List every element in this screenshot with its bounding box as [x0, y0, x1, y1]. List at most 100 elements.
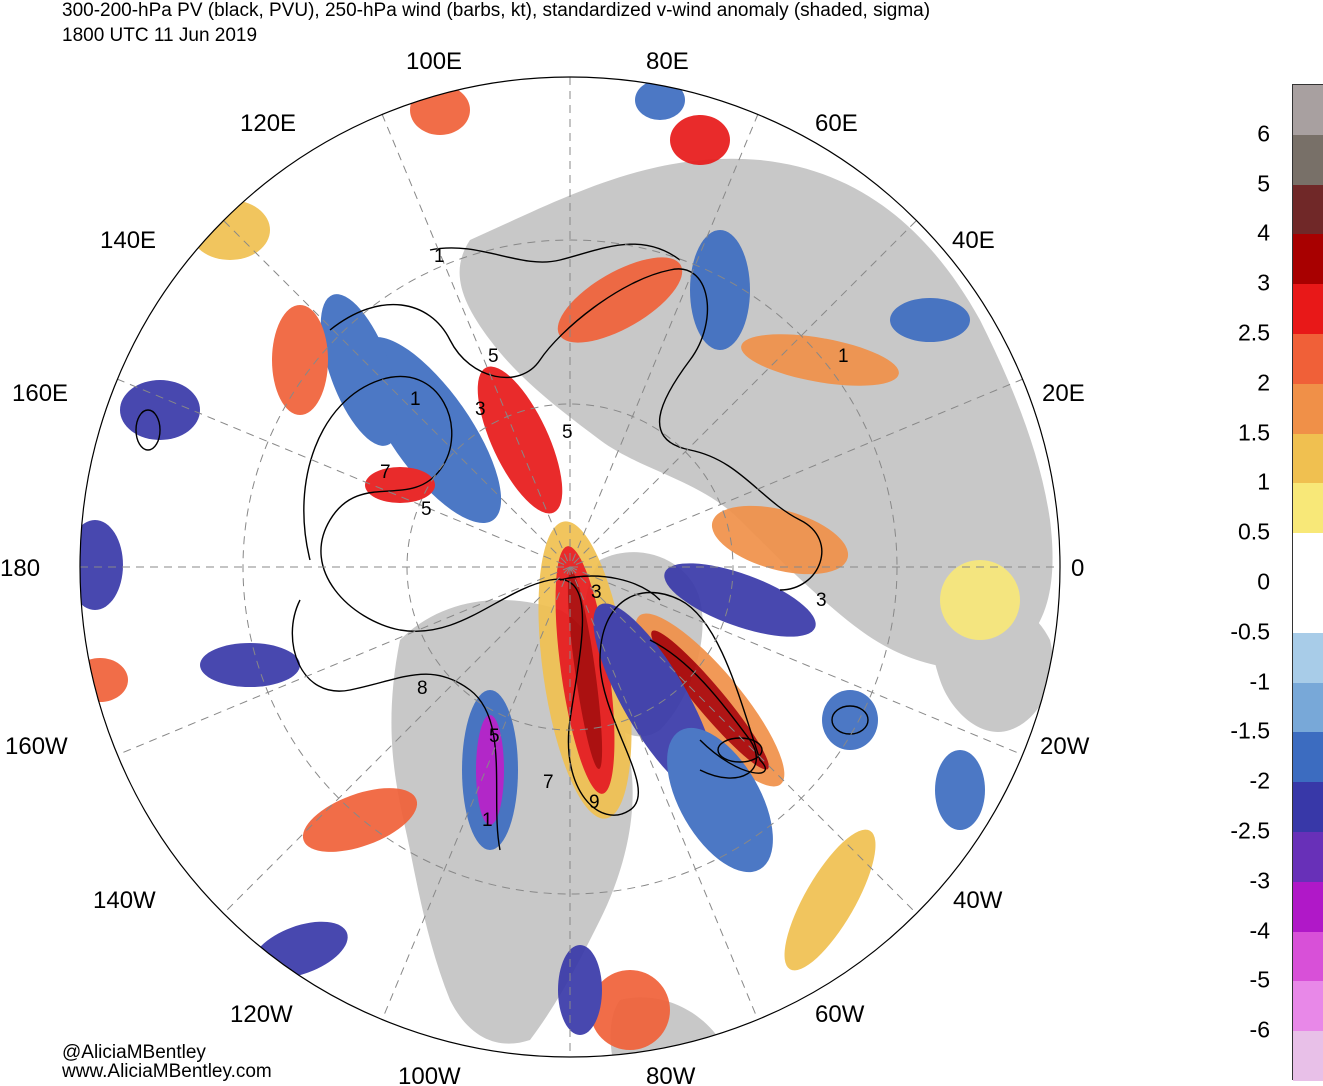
map-layers: [80, 77, 1060, 1057]
anomaly-blob: [664, 563, 816, 637]
anomaly-blob: [272, 305, 328, 415]
anomaly-blob: [940, 560, 1020, 640]
anomaly-blob: [557, 257, 683, 343]
anomaly-blob: [784, 829, 876, 971]
anomaly-blob: [822, 690, 878, 750]
pv-contour: [135, 409, 161, 451]
colorbar-label: -4: [1249, 917, 1270, 944]
colorbar-swatch: [1293, 533, 1323, 584]
colorbar-swatch: [1293, 632, 1323, 683]
anomaly-blob: [635, 80, 685, 120]
colorbar-swatch: [1293, 732, 1323, 783]
pv-contours: [135, 243, 869, 851]
anomaly-blob: [80, 658, 128, 702]
colorbar-swatch: [1293, 284, 1323, 335]
colorbar-swatch: [1293, 782, 1323, 833]
colorbar-swatch: [1293, 483, 1323, 534]
pv-label: 5: [421, 499, 432, 520]
meridian-label-20w: 20W: [1040, 733, 1090, 760]
colorbar-label: -1.5: [1230, 717, 1270, 744]
colorbar-swatch: [1293, 334, 1323, 384]
colorbar-label: 5: [1257, 170, 1270, 197]
anomaly-blob: [741, 334, 899, 386]
meridian-label-20e: 20E: [1042, 380, 1085, 407]
graticule: [80, 77, 1060, 1057]
colorbar-swatch: [1293, 881, 1323, 932]
pv-contour: [291, 599, 501, 851]
meridian-labels: 100E 80E 120E 60E 140E 40E 160E 20E 180 …: [0, 48, 1090, 1086]
colorbar-label: -6: [1249, 1016, 1270, 1043]
colorbar-label: 6: [1257, 120, 1270, 147]
meridian-label-60e: 60E: [815, 110, 858, 137]
meridian-label-120w: 120W: [230, 1001, 293, 1028]
meridian-label-140w: 140W: [93, 887, 156, 914]
pv-contour: [429, 243, 681, 263]
pv-label: 1: [838, 346, 849, 367]
pv-label: 1: [410, 389, 421, 410]
anomaly-blob: [410, 85, 470, 135]
pv-contour: [303, 375, 766, 816]
meridian-label-80e: 80E: [646, 48, 689, 75]
pv-label: 7: [543, 772, 554, 793]
anomaly-blob: [590, 970, 670, 1050]
colorbar-label: -1: [1249, 668, 1270, 695]
colorbar-swatch: [1293, 85, 1323, 135]
colorbar-label: 1.5: [1238, 419, 1270, 446]
author-handle: @AliciaMBentley: [62, 1042, 206, 1063]
anomaly-blob: [667, 727, 773, 873]
anomaly-blob: [935, 750, 985, 830]
pv-label: 3: [475, 399, 486, 420]
pv-label: 5: [488, 346, 499, 367]
pv-contour: [717, 737, 763, 763]
colorbar-label: 1: [1257, 468, 1270, 495]
colorbar-label: 2: [1257, 369, 1270, 396]
colorbar-swatch: [1293, 832, 1323, 882]
anomaly-blob: [302, 788, 418, 852]
colorbar-label: -2: [1249, 767, 1270, 794]
colorbar-label: -3: [1249, 867, 1270, 894]
meridian-label-120e: 120E: [240, 110, 296, 137]
colorbar-swatch: [1293, 184, 1323, 235]
anomaly-blob: [651, 630, 769, 770]
pv-label: 5: [489, 726, 500, 747]
colorbar-swatch: [1293, 931, 1323, 982]
pv-contour: [831, 705, 869, 735]
pv-label: 7: [380, 462, 391, 483]
chart-title-line-1: 300-200-hPa PV (black, PVU), 250-hPa win…: [62, 0, 931, 21]
anomaly-blob: [567, 570, 603, 770]
anomaly-blob: [890, 298, 970, 342]
colorbar-swatch: [1293, 134, 1323, 185]
meridian-label-180: 180: [0, 555, 40, 582]
colorbar-swatch: [1293, 1031, 1323, 1082]
colorbar-swatch: [1293, 234, 1323, 285]
colorbar-label: -5: [1249, 966, 1270, 993]
meridian-label-140e: 140E: [100, 227, 156, 254]
colorbar-label: -2.5: [1230, 817, 1270, 844]
anomaly-blob: [365, 467, 435, 503]
colorbar-swatch: [1293, 981, 1323, 1032]
anomaly-blob: [80, 520, 123, 610]
anomaly-blob: [670, 115, 730, 165]
meridian-label-0: 0: [1071, 555, 1084, 582]
meridian-label-100e: 100E: [406, 48, 462, 75]
anomaly-blob: [711, 505, 849, 575]
pv-label: 1: [434, 246, 445, 267]
map-outline: [79, 76, 1061, 1058]
pv-label: 3: [591, 582, 602, 603]
colorbar: [1292, 84, 1323, 1082]
author-website: www.AliciaMBentley.com: [62, 1061, 272, 1082]
pv-labels: 1 5 3 5 1 7 5 1 3 3 8 5 7 9 1: [380, 246, 849, 831]
colorbar-label: 0: [1257, 568, 1270, 595]
anomaly-blob: [690, 230, 750, 350]
anomaly-blob: [120, 380, 200, 440]
chart-title-line-2: 1800 UTC 11 Jun 2019: [62, 25, 258, 46]
meridian-label-160e: 160E: [12, 380, 68, 407]
anomaly-blob: [320, 294, 400, 446]
anomaly-blob: [200, 643, 300, 687]
pv-contour: [329, 268, 823, 591]
meridian-label-40w: 40W: [953, 887, 1003, 914]
anomaly-blob: [558, 945, 602, 1035]
meridian-label-40e: 40E: [952, 227, 995, 254]
pv-label: 5: [562, 422, 573, 443]
